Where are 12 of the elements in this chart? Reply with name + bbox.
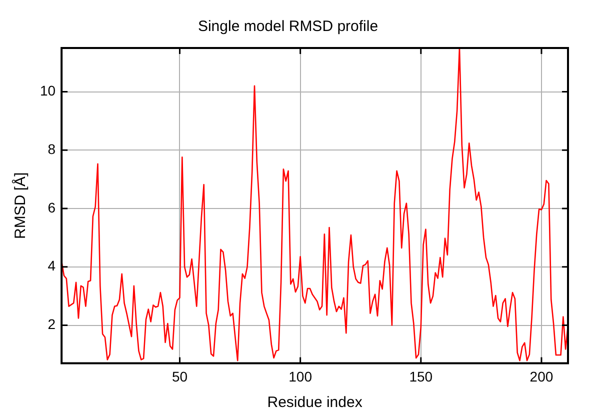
x-tick-label: 50 <box>172 368 188 384</box>
y-axis-title: RMSD [Å] <box>11 172 30 239</box>
x-tick-label: 150 <box>409 368 433 384</box>
y-tick-label: 4 <box>48 258 56 274</box>
x-tick-label: 200 <box>530 368 554 384</box>
y-tick-label: 10 <box>40 82 56 99</box>
x-axis-title: Residue index <box>267 394 363 412</box>
chart-title: Single model RMSD profile <box>198 18 378 36</box>
y-tick-label: 6 <box>48 199 56 216</box>
y-tick-label: 2 <box>48 316 56 332</box>
x-tick-label: 100 <box>288 368 312 384</box>
y-tick-label: 8 <box>48 141 56 158</box>
